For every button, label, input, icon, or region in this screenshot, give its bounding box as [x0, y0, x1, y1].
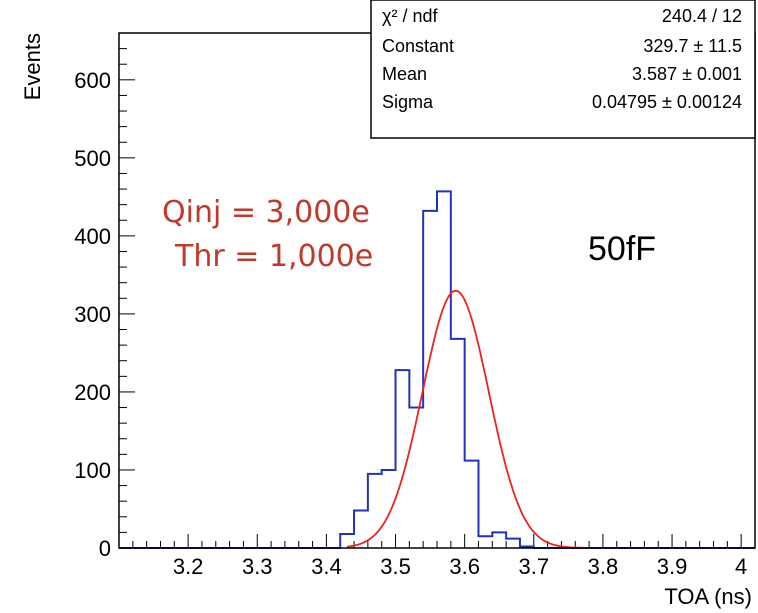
y-tick-label: 0 [99, 536, 111, 561]
x-tick-label: 3.7 [518, 554, 549, 579]
x-tick-label: 3.4 [311, 554, 342, 579]
y-tick-label: 500 [74, 146, 111, 171]
gaussian-fit [346, 289, 590, 549]
annotation-threshold: Thr = 1,000e [174, 239, 373, 274]
x-axis-title: TOA (ns) [664, 584, 752, 609]
annotation-capacitance: 50fF [588, 230, 656, 268]
x-tick-label: 4 [735, 554, 747, 579]
x-tick-label: 3.6 [449, 554, 480, 579]
stats-chi2-label: χ² / ndf [382, 6, 438, 26]
gaussian-fit-curve [346, 289, 590, 549]
y-tick-label: 600 [74, 68, 111, 93]
y-tick-label: 200 [74, 380, 111, 405]
y-tick-label: 300 [74, 302, 111, 327]
stats-constant-value: 329.7 ± 11.5 [643, 36, 742, 56]
x-tick-label: 3.3 [242, 554, 273, 579]
stats-box-frame [370, 0, 756, 139]
stats-chi2-value: 240.4 / 12 [662, 6, 742, 26]
fit-stats-box: χ² / ndf 240.4 / 12 Constant 329.7 ± 11.… [370, 0, 756, 139]
y-tick-label: 100 [74, 458, 111, 483]
x-tick-label: 3.8 [588, 554, 619, 579]
stats-constant-label: Constant [382, 36, 454, 56]
histogram-bars [119, 190, 755, 549]
annotation-charge: Qinj = 3,000e [162, 195, 370, 230]
x-tick-label: 3.2 [173, 554, 204, 579]
y-tick-label: 400 [74, 224, 111, 249]
histogram-outline [119, 190, 755, 549]
y-axis-title: Events [20, 33, 45, 100]
y-tick-labels: 0 100 200 300 400 500 600 [74, 68, 111, 561]
x-tick-label: 3.5 [380, 554, 411, 579]
stats-sigma-label: Sigma [382, 92, 434, 112]
stats-sigma-value: 0.04795 ± 0.00124 [592, 92, 742, 112]
stats-mean-label: Mean [382, 64, 427, 84]
stats-mean-value: 3.587 ± 0.001 [632, 64, 742, 84]
x-tick-labels: 3.2 3.3 3.4 3.5 3.6 3.7 3.8 3.9 4 [173, 554, 747, 579]
x-tick-label: 3.9 [657, 554, 688, 579]
